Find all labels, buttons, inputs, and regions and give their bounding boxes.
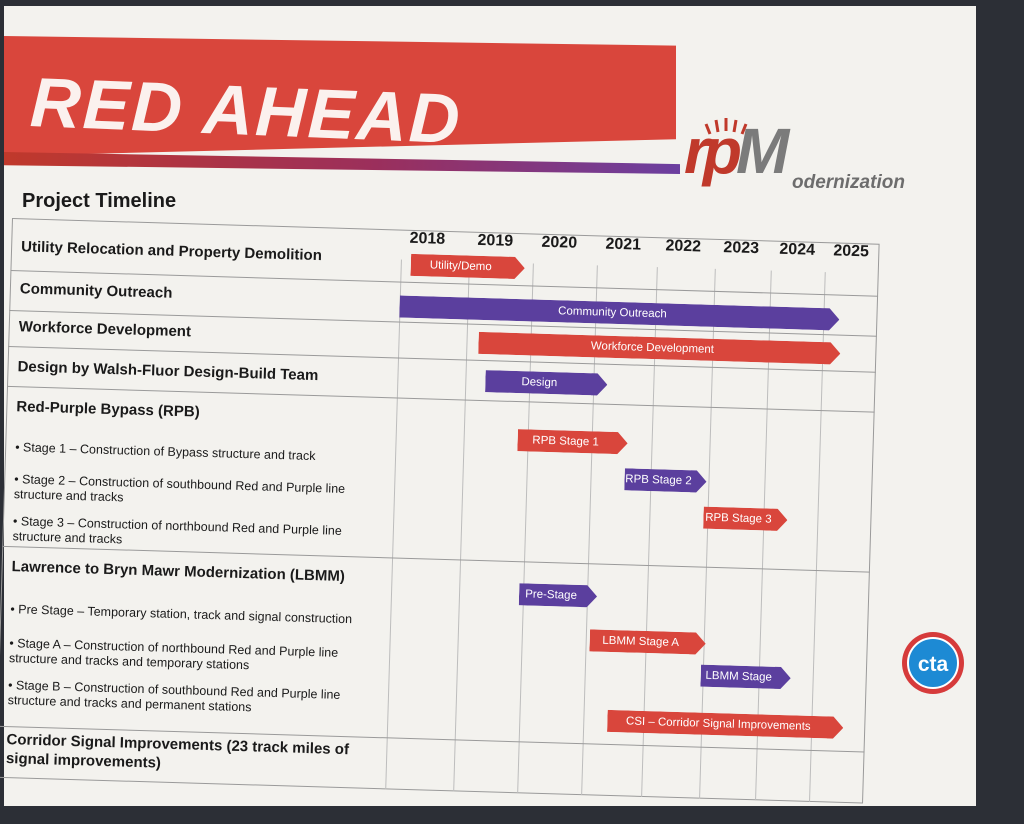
bar-utility-demo: Utility/Demo [410,254,525,279]
bar-lbmm-stage-a: LBMM Stage A [589,629,706,654]
bar-label: LBMM Stage A [602,634,680,649]
banner-stripe [4,152,680,174]
year-label: 2020 [541,233,578,252]
poster-paper: RED AHEAD rpM odernization Project Timel… [0,6,976,806]
bar-label: RPB Stage 1 [532,434,600,449]
bar-label: RPB Stage 2 [625,473,692,488]
year-label: 2024 [779,240,816,259]
bar-rpb-stage-2: RPB Stage 2 [624,468,707,492]
cta-logo: cta [902,632,964,694]
year-label: 2019 [477,231,514,250]
bar-label: RPB Stage 3 [704,511,772,526]
rpm-modernization-logo: rpM odernization [684,114,924,204]
logo-mark: rpM [684,114,789,188]
year-label: 2023 [723,239,760,258]
year-label: 2025 [833,242,870,261]
bar-label: Utility/Demo [429,259,492,274]
logo-rays-icon [704,118,748,135]
cta-logo-text: cta [907,637,959,689]
year-label: 2021 [605,235,642,254]
bar-rpb-stage-3: RPB Stage 3 [703,507,788,531]
timeline-grid: 2018 2019 2020 2021 2022 2023 2024 2025 … [0,218,882,824]
bar-pre-stage: Pre-Stage [519,583,598,607]
bar-lbmm-stage-b: LBMM Stage B [700,665,791,690]
bar-rpb-stage-1: RPB Stage 1 [517,429,628,454]
header-banner [4,36,676,156]
bar-design: Design [485,370,608,396]
year-label: 2022 [665,237,702,256]
logo-mark-m: M [736,115,789,187]
logo-mark-rp: rp [684,115,742,187]
year-label: 2018 [409,229,446,248]
logo-word: odernization [792,172,905,193]
bar-label: Pre-Stage [524,588,578,602]
bar-label: Design [521,376,558,390]
timeline-title: Project Timeline [22,190,177,212]
